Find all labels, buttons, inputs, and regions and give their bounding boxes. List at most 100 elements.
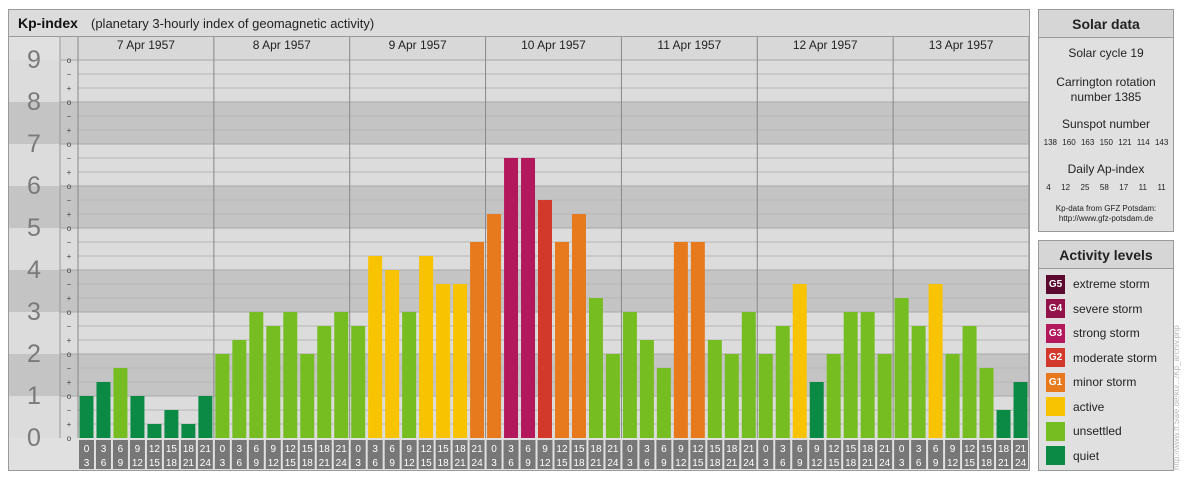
interval-cell <box>265 440 281 469</box>
legend-swatch: G1 <box>1046 372 1065 392</box>
interval-strip <box>9 438 1029 470</box>
interval-end-label: 9 <box>933 458 939 469</box>
interval-end-label: 15 <box>149 458 161 469</box>
interval-start-label: 15 <box>573 444 585 455</box>
y-tick-label: 7 <box>27 130 41 158</box>
kp-bar <box>741 312 756 438</box>
interval-cell <box>962 440 978 469</box>
interval-cell <box>571 440 587 469</box>
sunspot-value: 143 <box>1154 138 1169 147</box>
interval-cell <box>809 440 825 469</box>
legend-item: active <box>1046 397 1104 417</box>
y-minor-label: + <box>67 294 72 303</box>
kp-bar <box>928 283 943 438</box>
y-tick-label: 8 <box>27 88 41 116</box>
kp-bar <box>317 325 332 438</box>
y-minor-label: − <box>67 280 72 289</box>
legend-label: moderate storm <box>1073 350 1158 365</box>
kp-bar <box>249 312 264 438</box>
interval-start-label: 15 <box>709 444 721 455</box>
source-watermark: http://www.tf.Swe.de/ku/.../Kp_archiv.ph… <box>1172 325 1181 470</box>
interval-end-label: 15 <box>285 458 297 469</box>
kp-bar <box>96 382 111 438</box>
interval-cell <box>520 440 536 469</box>
interval-start-label: 15 <box>845 444 857 455</box>
y-tick-label: 9 <box>27 46 41 74</box>
interval-end-label: 6 <box>644 458 650 469</box>
chart-subtitle: (planetary 3-hourly index of geomagnetic… <box>91 16 375 31</box>
legend-label: severe storm <box>1073 301 1143 316</box>
interval-cell <box>333 440 349 469</box>
y-tick-label: 3 <box>27 298 41 326</box>
kp-band <box>9 270 1029 312</box>
interval-start-label: 6 <box>118 444 124 455</box>
interval-cell <box>503 440 519 469</box>
y-minor-label: + <box>67 126 72 135</box>
interval-end-label: 18 <box>845 458 857 469</box>
legend-item: G4 severe storm <box>1046 299 1142 319</box>
kp-bar <box>1013 382 1028 438</box>
interval-start-label: 21 <box>472 444 484 455</box>
kp-bar <box>521 157 536 438</box>
y-minor-label: o <box>67 308 72 317</box>
interval-start-label: 0 <box>220 444 226 455</box>
interval-start-label: 21 <box>1015 444 1027 455</box>
interval-cell <box>690 440 706 469</box>
interval-start-label: 0 <box>763 444 769 455</box>
kp-bar <box>945 354 960 438</box>
legend-swatch <box>1046 446 1065 465</box>
interval-start-label: 15 <box>438 444 450 455</box>
interval-end-label: 15 <box>556 458 568 469</box>
kp-band <box>9 60 1029 102</box>
kp-band <box>9 228 1029 270</box>
kp-bar <box>962 325 977 438</box>
interval-end-label: 24 <box>200 458 212 469</box>
y-minor-label: + <box>67 210 72 219</box>
kp-bar <box>232 340 247 438</box>
interval-start-label: 18 <box>455 444 467 455</box>
interval-end-label: 9 <box>254 458 260 469</box>
sunspot-value: 121 <box>1118 138 1132 147</box>
interval-start-label: 12 <box>828 444 840 455</box>
interval-end-label: 9 <box>661 458 667 469</box>
interval-end-label: 6 <box>237 458 243 469</box>
interval-start-label: 9 <box>271 444 277 455</box>
interval-cell <box>673 440 689 469</box>
interval-end-label: 18 <box>573 458 585 469</box>
ap-index-value: 4 <box>1046 183 1051 192</box>
y-minor-label: o <box>67 98 72 107</box>
interval-end-label: 12 <box>675 458 687 469</box>
interval-start-label: 0 <box>355 444 361 455</box>
interval-cell <box>248 440 264 469</box>
date-strip <box>60 37 1029 60</box>
interval-start-label: 6 <box>254 444 260 455</box>
interval-end-label: 21 <box>726 458 738 469</box>
y-tick-label: 1 <box>27 382 41 410</box>
interval-start-label: 12 <box>421 444 433 455</box>
sunspot-value: 138 <box>1043 138 1057 147</box>
interval-start-label: 9 <box>135 444 141 455</box>
day-label: 9 Apr 1957 <box>389 38 447 52</box>
solar-data-title: Solar data <box>1039 10 1173 38</box>
interval-end-label: 21 <box>455 458 467 469</box>
kp-bar <box>181 424 196 438</box>
interval-cell <box>894 440 910 469</box>
kp-bar <box>334 312 349 438</box>
y-minor-label: − <box>67 322 72 331</box>
kp-bar <box>588 298 603 438</box>
interval-end-label: 18 <box>302 458 314 469</box>
y-minor-label: − <box>67 196 72 205</box>
interval-cell <box>316 440 332 469</box>
interval-cell <box>792 440 808 469</box>
ap-index-value: 11 <box>1138 183 1147 192</box>
interval-cell <box>758 440 774 469</box>
interval-start-label: 21 <box>743 444 755 455</box>
interval-end-label: 3 <box>355 458 361 469</box>
interval-end-label: 18 <box>981 458 993 469</box>
source-line1: Kp-data from GFZ Potsdam: <box>1055 204 1157 213</box>
y-minor-label: − <box>67 154 72 163</box>
y-minor-label: − <box>67 406 72 415</box>
kp-bar-chart: 7 Apr 1957 8 Apr 1957 9 Apr 1957 10 Apr 195… <box>9 37 1029 470</box>
kp-bar <box>368 256 383 438</box>
carrington-line2: number 1385 <box>1070 90 1142 104</box>
